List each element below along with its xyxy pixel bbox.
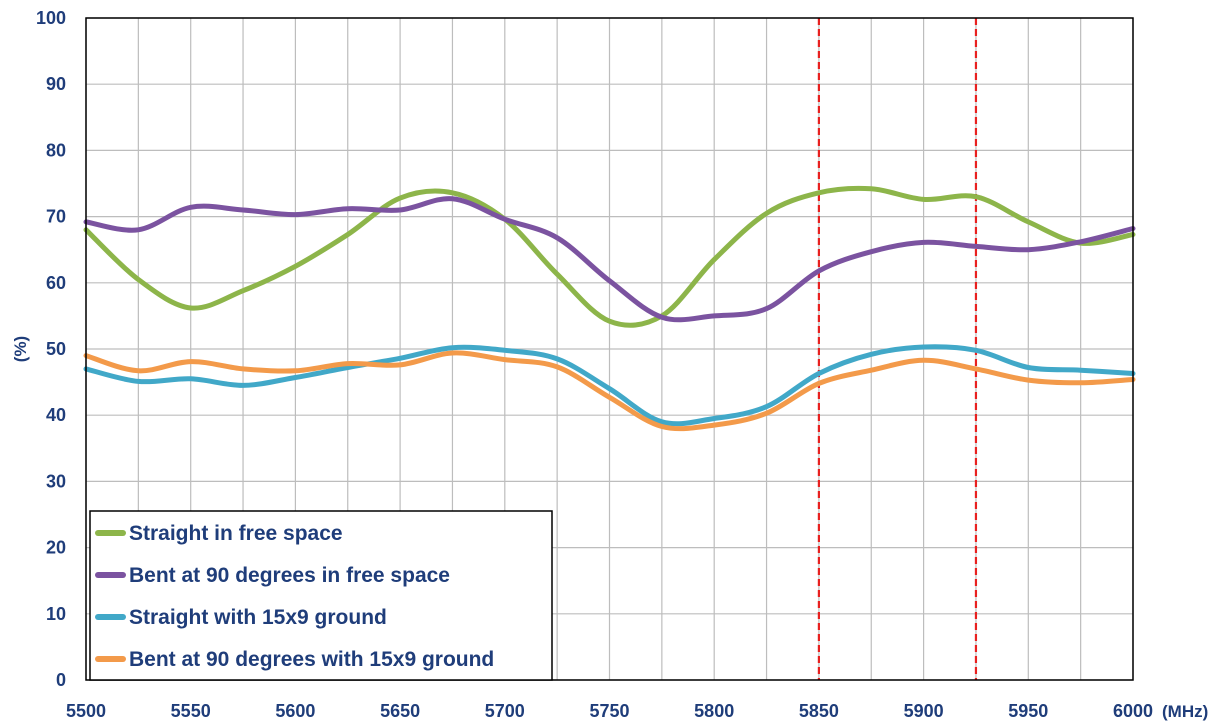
series-line-2 <box>83 196 1136 323</box>
grid <box>85 17 1134 681</box>
x-tick-label: 5950 <box>1008 701 1048 721</box>
axis-ticks: 0 10 20 30 40 50 60 70 80 90 100 5500 5550 5600 5650 57… <box>36 8 1153 721</box>
series-line-4 <box>83 350 1136 432</box>
x-tick-label: 5700 <box>485 701 525 721</box>
y-tick-label: 20 <box>46 538 66 558</box>
y-tick-label: 90 <box>46 74 66 94</box>
y-tick-label: 40 <box>46 405 66 425</box>
y-tick-label: 80 <box>46 140 66 160</box>
x-tick-label: 5750 <box>589 701 629 721</box>
series-line-1 <box>83 185 1136 328</box>
x-tick-label: 5850 <box>799 701 839 721</box>
x-tick-label: 5600 <box>275 701 315 721</box>
series-line-3 <box>83 344 1136 427</box>
legend-label: Bent at 90 degrees in free space <box>129 564 450 587</box>
x-tick-label: 6000 <box>1113 701 1153 721</box>
x-tick-label: 5800 <box>694 701 734 721</box>
y-axis-label: (%) <box>11 336 30 362</box>
x-tick-label: 5650 <box>380 701 420 721</box>
x-tick-label: 5550 <box>171 701 211 721</box>
x-tick-label: 5500 <box>66 701 106 721</box>
y-tick-label: 30 <box>46 471 66 491</box>
legend-box <box>89 510 553 681</box>
legend: Straight in free space Bent at 90 degrees… <box>89 510 553 681</box>
legend-label: Straight with 15x9 ground <box>129 606 387 629</box>
series-lines <box>83 185 1136 432</box>
y-tick-label: 50 <box>46 339 66 359</box>
x-tick-label: 5900 <box>904 701 944 721</box>
legend-label: Bent at 90 degrees with 15x9 ground <box>129 648 494 671</box>
y-tick-label: 10 <box>46 604 66 624</box>
x-axis-label: (MHz) <box>1162 702 1208 721</box>
y-tick-label: 0 <box>56 670 66 690</box>
y-tick-label: 100 <box>36 8 66 28</box>
plot-frame <box>85 17 1134 681</box>
legend-label: Straight in free space <box>129 522 343 545</box>
y-tick-label: 60 <box>46 273 66 293</box>
y-tick-label: 70 <box>46 207 66 227</box>
